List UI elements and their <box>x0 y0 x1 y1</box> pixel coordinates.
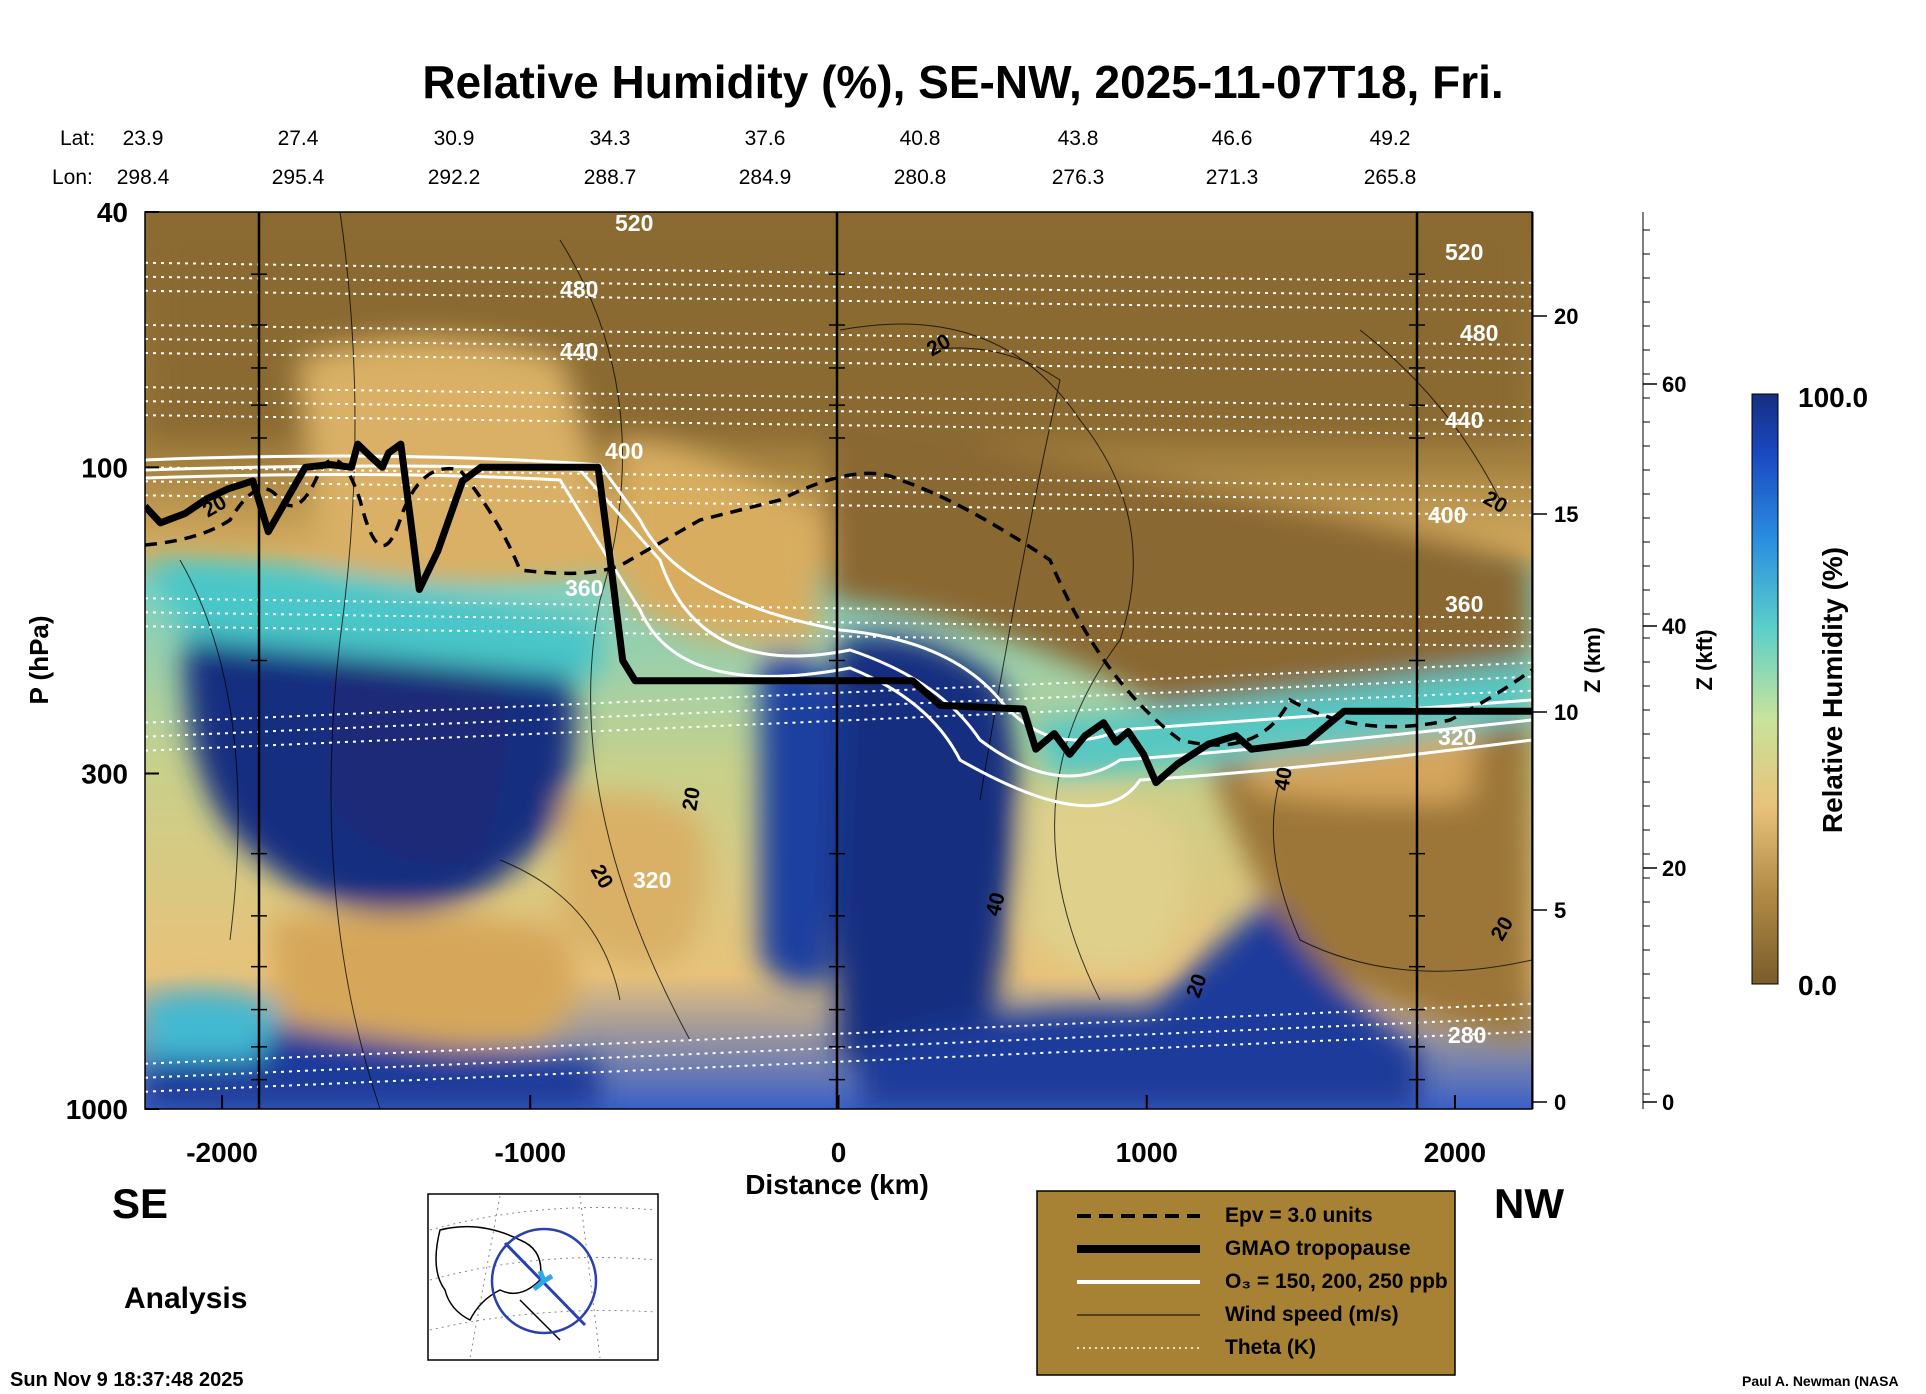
legend: Epv = 3.0 units GMAO tropopause O₃ = 150, … <box>1036 1190 1456 1376</box>
legend-label: Theta (K) <box>1225 1336 1316 1359</box>
region-nw: NW <box>1494 1180 1564 1227</box>
x-tick-label: 0 <box>831 1137 847 1168</box>
footer-credit: Paul A. Newman (NASA <box>1742 1373 1899 1389</box>
lon-value: 265.8 <box>1364 166 1417 189</box>
footer-timestamp: Sun Nov 9 18:37:48 2025 <box>10 1369 243 1391</box>
region-se: SE <box>112 1180 168 1227</box>
p-tick-label: 300 <box>81 758 128 789</box>
theta-label: 360 <box>565 575 603 601</box>
epv-contour <box>145 458 1532 747</box>
theta-label: 480 <box>1460 320 1498 346</box>
lat-value: 37.6 <box>745 127 786 150</box>
z-km-tick-label: 5 <box>1554 898 1566 923</box>
theta-label: 440 <box>1445 407 1483 433</box>
y-axis-label: P (hPa) <box>24 615 54 704</box>
theta-label: 400 <box>605 438 643 464</box>
colorbar-max: 100.0 <box>1798 382 1868 413</box>
wind-label: 20 <box>678 785 705 812</box>
chart-title: Relative Humidity (%), SE-NW, 2025-11-07… <box>422 56 1503 108</box>
analysis-label: Analysis <box>124 1282 247 1315</box>
z-kft-tick-label: 20 <box>1662 856 1686 881</box>
z-kft-tick-label: 0 <box>1662 1090 1674 1115</box>
theta-label: 400 <box>1428 502 1466 528</box>
legend-label: Epv = 3.0 units <box>1225 1204 1373 1227</box>
z-km-tick-label: 15 <box>1554 502 1578 527</box>
plot-area <box>145 212 1532 1109</box>
lon-value: 280.8 <box>894 166 947 189</box>
p-tick-label: 40 <box>97 197 128 228</box>
z-km-tick-label: 10 <box>1554 700 1578 725</box>
theta-labels: 520 520 480 480 440 440 400 400 360 360 320 320 280 <box>560 210 1498 1048</box>
humidity-field-patches <box>145 212 1532 1109</box>
z-kft-tick-label: 60 <box>1662 372 1686 397</box>
lon-value: 298.4 <box>117 166 170 189</box>
lon-value: 271.3 <box>1206 166 1259 189</box>
lat-value: 40.8 <box>900 127 941 150</box>
colorbar-label: Relative Humidity (%) <box>1817 547 1848 833</box>
lon-value: 276.3 <box>1052 166 1105 189</box>
lat-value: 46.6 <box>1212 127 1253 150</box>
lat-value: 34.3 <box>590 127 631 150</box>
p-tick-label: 100 <box>81 452 128 483</box>
z-km-axis: 0 5 10 15 20 <box>1532 212 1578 1115</box>
lon-value: 292.2 <box>428 166 481 189</box>
theta-label: 480 <box>560 276 598 302</box>
z-kft-label: Z (kft) <box>1692 629 1717 690</box>
colorbar <box>1751 393 1779 985</box>
z-km-tick-label: 20 <box>1554 304 1578 329</box>
theta-label: 520 <box>1445 239 1483 265</box>
tropopause-line <box>145 440 1532 787</box>
lon-value: 288.7 <box>584 166 637 189</box>
lat-label: Lat: <box>60 127 95 150</box>
lon-value: 284.9 <box>739 166 792 189</box>
x-axis-label: Distance (km) <box>745 1169 929 1200</box>
z-kft-axis: 0 20 40 60 <box>1642 212 1686 1115</box>
lon-value: 295.4 <box>272 166 325 189</box>
pressure-axis: 40 100 300 1000 <box>66 197 1425 1125</box>
legend-label: GMAO tropopause <box>1225 1237 1411 1260</box>
theta-label: 520 <box>615 210 653 236</box>
x-tick-label: -1000 <box>494 1137 566 1168</box>
theta-label: 320 <box>1438 724 1476 750</box>
wind-speed-contours <box>179 212 1532 1109</box>
theta-label: 360 <box>1445 591 1483 617</box>
inset-map <box>427 1193 659 1361</box>
theta-label: 280 <box>1448 1022 1486 1048</box>
theta-label: 440 <box>560 338 598 364</box>
lat-lon-values: 23.9 27.4 30.9 34.3 37.6 40.8 43.8 46.6 49.2 298.… <box>117 127 1417 189</box>
legend-label: Wind speed (m/s) <box>1225 1303 1399 1326</box>
x-axis: -2000 -1000 0 1000 2000 <box>186 1095 1486 1168</box>
z-km-label: Z (km) <box>1580 627 1605 693</box>
x-tick-label: 2000 <box>1424 1137 1486 1168</box>
lat-value: 43.8 <box>1058 127 1099 150</box>
lat-value: 27.4 <box>278 127 319 150</box>
colorbar-min: 0.0 <box>1798 970 1837 1001</box>
legend-label: O₃ = 150, 200, 250 ppb <box>1225 1270 1448 1293</box>
lat-value: 23.9 <box>123 127 164 150</box>
lon-label: Lon: <box>52 166 93 189</box>
x-tick-label: 1000 <box>1116 1137 1178 1168</box>
wind-label: 40 <box>1270 765 1297 792</box>
ozone-contours <box>145 454 1532 808</box>
lat-value: 49.2 <box>1370 127 1411 150</box>
z-kft-tick-label: 40 <box>1662 614 1686 639</box>
lat-value: 30.9 <box>434 127 475 150</box>
p-tick-label: 1000 <box>66 1094 128 1125</box>
z-km-tick-label: 0 <box>1554 1090 1566 1115</box>
x-tick-label: -2000 <box>186 1137 258 1168</box>
theta-label: 320 <box>633 867 671 893</box>
